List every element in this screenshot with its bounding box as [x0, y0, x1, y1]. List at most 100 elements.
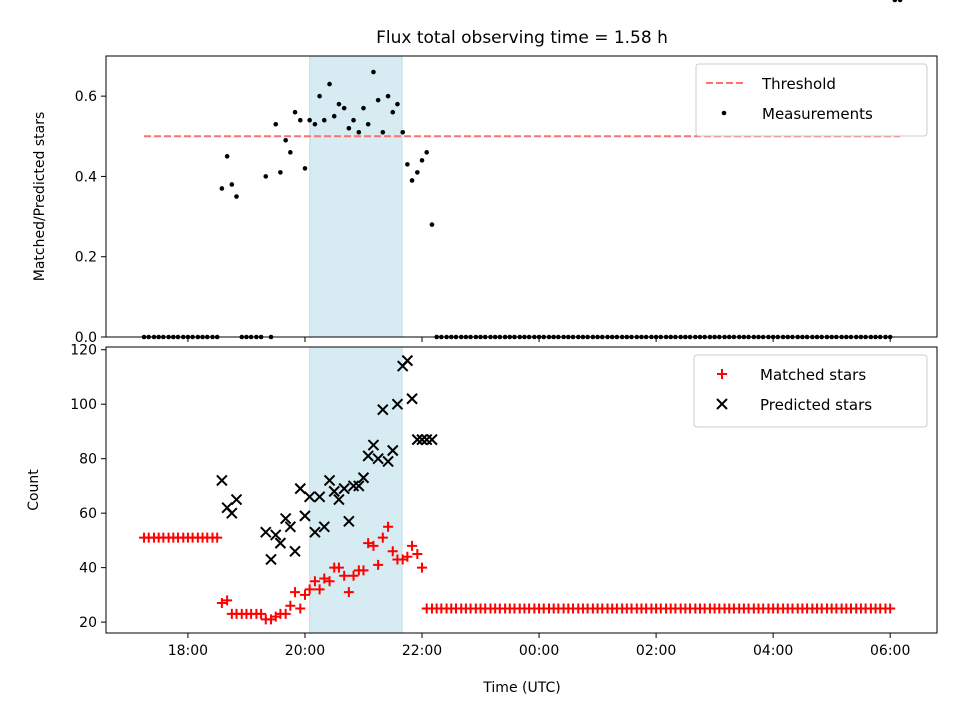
ratio-point	[297, 117, 303, 123]
count-point	[387, 444, 399, 457]
ratio-point	[336, 101, 342, 107]
ratio-point	[351, 117, 356, 123]
count-y-tick-label: 40	[79, 561, 97, 577]
count-point	[367, 439, 380, 451]
count-point	[314, 584, 325, 595]
ratio-point	[400, 129, 406, 135]
count-axes-frame	[105, 346, 938, 634]
ratio-point	[375, 97, 381, 103]
count-series-0	[139, 522, 896, 625]
ratio-point	[273, 121, 279, 127]
count-point	[274, 537, 287, 549]
x-tick-label: 00:00	[519, 643, 559, 659]
count-point	[357, 472, 370, 484]
ratio-y-axis-label: Matched/Predicted stars	[32, 112, 48, 282]
count-point	[324, 576, 335, 587]
count-point	[416, 433, 428, 446]
count-point	[377, 532, 388, 543]
count-point	[284, 521, 297, 533]
count-point	[226, 507, 238, 519]
ratio-axes-frame	[105, 55, 938, 338]
x-tick-label: 06:00	[870, 643, 910, 659]
count-point	[304, 584, 315, 595]
count-point	[411, 433, 424, 446]
count-point	[280, 608, 291, 619]
count-point	[406, 393, 418, 405]
count-point	[289, 545, 301, 557]
legend-frame	[695, 63, 928, 137]
count-y-tick-label: 80	[79, 452, 97, 468]
count-point	[309, 576, 320, 587]
legend-marker-swatch	[716, 398, 728, 410]
count-point	[299, 589, 310, 600]
ratio-point	[288, 150, 293, 155]
count-point	[299, 510, 311, 522]
count-point	[348, 570, 359, 581]
ratio-point	[327, 81, 332, 87]
count-point	[230, 493, 243, 506]
ratio-point	[346, 125, 352, 131]
count-point	[412, 549, 423, 560]
count-point	[319, 573, 330, 584]
ratio-point	[292, 109, 298, 115]
ratio-point	[419, 158, 425, 163]
count-y-tick-label: 100	[70, 397, 97, 413]
legend-label: Measurements	[762, 105, 873, 123]
legend-label: Matched stars	[760, 366, 866, 384]
count-point	[333, 562, 344, 573]
ratio-point	[390, 109, 396, 115]
count-panel: 20 40 60 80 100 120 18:00 20:00 22:00 00:00 02:00 0…	[26, 343, 938, 659]
ratio-point	[897, 0, 903, 3]
count-point	[216, 598, 227, 609]
count-point	[313, 491, 326, 503]
x-axis-label: Time (UTC)	[482, 680, 560, 696]
count-legend: Matched stars Predicted stars	[693, 354, 928, 428]
count-point	[362, 450, 374, 462]
ratio-point	[395, 101, 400, 107]
count-point	[368, 540, 379, 551]
count-point	[285, 600, 296, 611]
count-point	[294, 482, 306, 495]
count-point	[212, 532, 223, 543]
count-point	[372, 452, 384, 465]
ratio-point	[307, 117, 312, 123]
count-point	[256, 608, 267, 619]
ratio-point	[365, 121, 371, 127]
x-tick-label: 20:00	[285, 643, 325, 659]
ratio-point	[415, 170, 420, 175]
chart-title: Flux total observing time = 1.58 h	[376, 28, 668, 48]
ratio-point	[302, 166, 308, 171]
x-tick-label: 02:00	[636, 643, 676, 659]
ratio-point	[356, 129, 362, 135]
count-point	[295, 603, 306, 614]
ratio-point	[371, 69, 376, 75]
count-point	[401, 354, 414, 367]
count-point	[333, 493, 345, 506]
count-point	[309, 526, 321, 538]
count-series-1	[216, 354, 438, 566]
count-point	[377, 403, 389, 416]
ratio-point	[380, 129, 386, 135]
x-tick-label: 18:00	[168, 643, 208, 659]
ratio-point	[278, 170, 283, 175]
ratio-y-tick-label: 0.0	[75, 330, 97, 346]
legend-marker-swatch	[721, 110, 727, 116]
count-point	[343, 587, 354, 598]
count-point	[363, 538, 374, 549]
ratio-point	[317, 93, 322, 99]
ratio-point	[229, 182, 235, 187]
count-point	[373, 559, 384, 570]
ratio-point	[219, 186, 225, 191]
ratio-legend: Threshold Measurements	[695, 63, 928, 137]
count-point	[323, 474, 336, 487]
ratio-point	[385, 93, 391, 99]
count-point	[407, 540, 418, 551]
count-point	[358, 565, 369, 576]
ratio-point	[429, 222, 435, 227]
count-point	[216, 474, 228, 487]
count-point	[222, 595, 233, 606]
ratio-point	[424, 150, 429, 155]
ratio-point	[283, 138, 288, 143]
